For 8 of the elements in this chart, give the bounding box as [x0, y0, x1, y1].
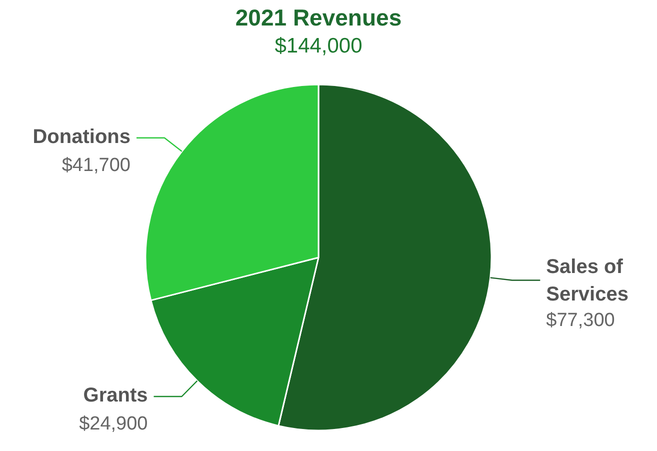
chart-title: 2021 Revenues: [235, 4, 402, 30]
slice-label: Sales of Services: [546, 256, 628, 306]
data-label: $24,900: [79, 414, 148, 435]
chart-subtitle: $144,000: [274, 34, 362, 58]
slice-label: Grants: [83, 384, 148, 407]
data-label: $41,700: [62, 154, 131, 176]
data-label: $77,300: [546, 310, 615, 332]
slice-label: Donations: [32, 126, 131, 148]
